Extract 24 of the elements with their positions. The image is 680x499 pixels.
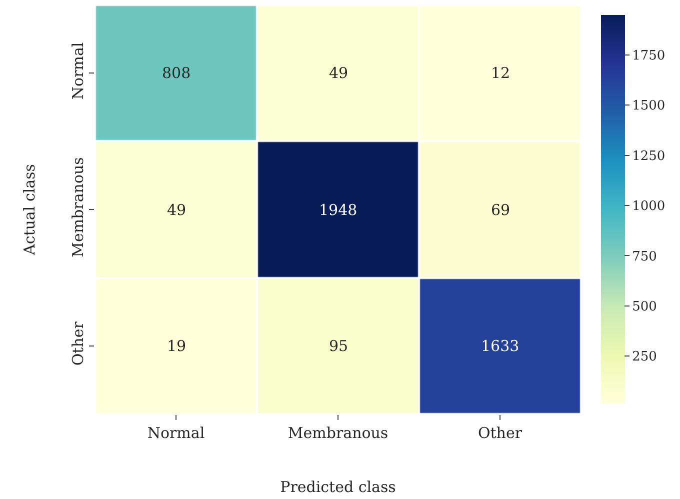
data-label: 69: [491, 201, 510, 219]
data-label: 1948: [319, 201, 358, 219]
data-label: 95: [329, 337, 348, 355]
data-label: 49: [167, 201, 186, 219]
color-bar-label: 750: [632, 249, 657, 264]
color-bar-label: 1500: [632, 98, 666, 114]
data-label: 19: [167, 337, 186, 355]
x-axis-title: Predicted class: [280, 478, 396, 496]
color-bar-label: 1250: [632, 148, 666, 164]
y-axis-title: Actual class: [20, 164, 38, 256]
x-tick-label: Normal: [147, 424, 205, 442]
color-bar-label: 1000: [632, 199, 666, 214]
data-label: 1633: [481, 337, 520, 355]
color-bar-label: 500: [632, 300, 657, 314]
data-label: 808: [162, 64, 191, 82]
data-label: 49: [329, 64, 348, 82]
y-tick-label: Membranous: [69, 157, 87, 258]
y-tick-label: Other: [69, 320, 87, 366]
y-tick-label: Normal: [69, 42, 87, 100]
color-bar-label: 250: [632, 350, 657, 365]
x-tick-label: Other: [478, 424, 523, 442]
data-label: 12: [491, 64, 510, 82]
x-tick-label: Membranous: [288, 424, 388, 442]
color-bar-label: 1750: [632, 48, 666, 64]
